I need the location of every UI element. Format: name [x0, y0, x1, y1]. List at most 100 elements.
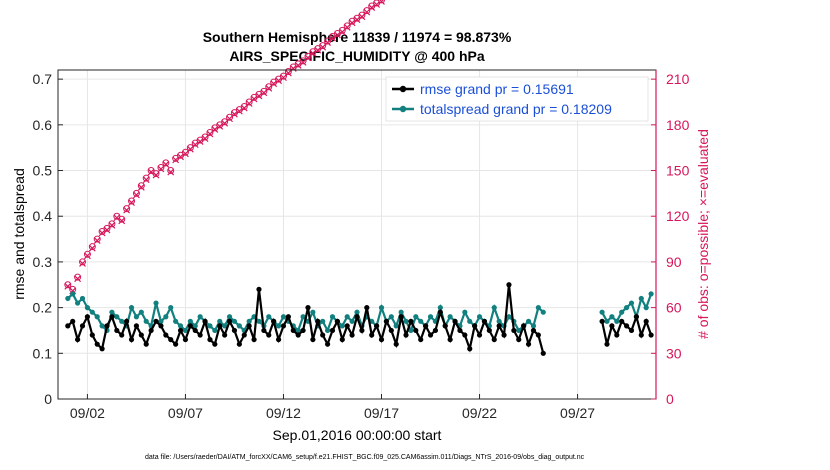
totalspread-point — [535, 305, 541, 311]
rmse-point — [226, 318, 233, 324]
obs-evaluated-marker — [172, 156, 180, 164]
rmse-point — [349, 332, 355, 338]
rmse-point — [310, 336, 316, 343]
totalspread-point — [491, 305, 497, 311]
rmse-point — [609, 323, 615, 329]
totalspread-point — [84, 305, 91, 311]
totalspread-point — [177, 323, 184, 329]
rmse-point — [506, 282, 512, 288]
obs-possible-marker — [108, 220, 116, 228]
y-tick-label: 0.7 — [33, 71, 53, 87]
rmse-point — [339, 336, 345, 343]
rmse-point — [516, 336, 522, 343]
rmse-point — [305, 305, 311, 311]
totalspread-point — [506, 314, 512, 320]
rmse-point — [153, 318, 159, 324]
rmse-point — [344, 323, 350, 329]
rmse-point — [84, 314, 91, 320]
rmse-point — [427, 332, 434, 338]
rmse-point — [432, 327, 439, 334]
obs-evaluated-marker — [74, 275, 82, 283]
rmse-point — [521, 323, 527, 329]
y-right-tick-label: 210 — [666, 71, 690, 87]
obs-evaluated-marker — [373, 1, 381, 8]
rmse-point — [324, 341, 331, 347]
rmse-point — [138, 332, 144, 338]
y-axis-label: rmse and totalspread — [11, 168, 27, 300]
rmse-point — [241, 332, 247, 338]
totalspread-point — [109, 309, 115, 315]
rmse-point — [447, 336, 453, 343]
totalspread-point — [133, 314, 140, 320]
totalspread-point — [143, 318, 149, 324]
obs-possible-marker — [118, 215, 126, 223]
obs-evaluated-marker — [142, 176, 150, 184]
totalspread-point — [609, 314, 615, 320]
rmse-point — [94, 341, 100, 347]
rmse-point — [476, 332, 483, 338]
obs-possible-marker — [123, 205, 131, 213]
obs-possible-marker — [181, 148, 189, 156]
rmse-point — [530, 327, 537, 334]
rmse-point — [501, 332, 507, 338]
rmse-point — [197, 332, 203, 338]
totalspread-point — [65, 295, 71, 302]
obs-evaluated-marker — [216, 122, 224, 130]
rmse-point — [643, 318, 649, 324]
totalspread-point — [217, 318, 223, 324]
legend-box — [385, 76, 649, 122]
rmse-point — [119, 332, 125, 338]
totalspread-point — [398, 309, 404, 315]
totalspread-point — [236, 323, 242, 329]
rmse-point — [89, 332, 95, 338]
y-right-tick-label: 60 — [666, 300, 682, 316]
totalspread-point — [310, 309, 316, 315]
obs-evaluated-marker — [196, 138, 204, 146]
rmse-point — [491, 336, 497, 343]
rmse-point — [222, 332, 228, 338]
obs-evaluated-marker — [231, 110, 238, 118]
y-tick-label: 0 — [44, 391, 52, 407]
obs-possible-marker — [128, 197, 136, 205]
rmse-point — [599, 318, 605, 324]
totalspread-point — [623, 305, 630, 311]
rmse-point — [133, 323, 140, 329]
x-tick-label: 09/12 — [266, 405, 301, 421]
rmse-point — [614, 332, 620, 338]
x-tick-label: 09/02 — [70, 405, 105, 421]
totalspread-point — [496, 318, 502, 324]
rmse-point — [128, 336, 135, 343]
rmse-point — [251, 336, 257, 343]
obs-possible-marker — [299, 57, 307, 65]
y-tick-label: 0.5 — [33, 163, 53, 179]
obs-evaluated-marker — [118, 217, 126, 225]
rmse-point — [481, 318, 488, 324]
obs-evaluated-marker — [353, 16, 361, 24]
totalspread-point — [643, 305, 649, 311]
totalspread-point — [246, 318, 252, 324]
obs-evaluated-marker — [348, 19, 356, 27]
rmse-point — [383, 318, 390, 324]
rmse-point — [619, 318, 625, 324]
totalspread-point — [599, 309, 605, 315]
totalspread-point — [94, 314, 100, 320]
rmse-point — [290, 327, 296, 334]
totalspread-point — [349, 318, 355, 324]
obs-possible-marker — [260, 87, 268, 95]
obs-evaluated-marker — [108, 221, 116, 229]
obs-possible-marker — [113, 212, 121, 220]
obs-possible-marker — [186, 144, 194, 152]
totalspread-point — [320, 318, 326, 324]
obs-possible-marker — [152, 170, 160, 178]
totalspread-point — [168, 305, 174, 311]
totalspread-point — [89, 309, 95, 315]
rmse-point — [168, 336, 174, 343]
totalspread-point — [324, 327, 331, 334]
obs-possible-marker — [240, 103, 248, 111]
totalspread-point — [462, 309, 468, 315]
rmse-point — [300, 327, 306, 334]
rmse-point — [202, 318, 208, 324]
totalspread-point — [182, 327, 189, 334]
rmse-point — [275, 336, 282, 343]
totalspread-point — [540, 309, 546, 315]
